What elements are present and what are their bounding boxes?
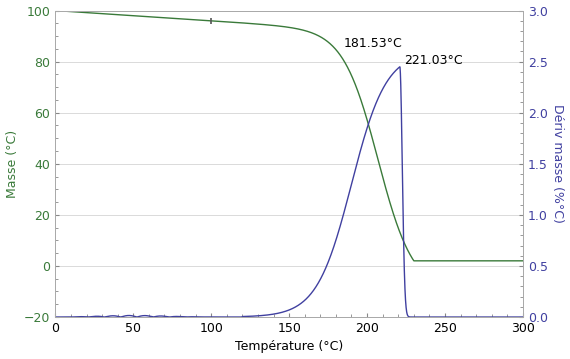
Y-axis label: Dériv masse (%°C): Dériv masse (%°C): [551, 104, 564, 223]
Y-axis label: Masse (°C): Masse (°C): [6, 130, 19, 198]
X-axis label: Température (°C): Température (°C): [235, 340, 343, 354]
Text: 221.03°C: 221.03°C: [405, 54, 463, 67]
Text: 181.53°C: 181.53°C: [344, 37, 402, 50]
